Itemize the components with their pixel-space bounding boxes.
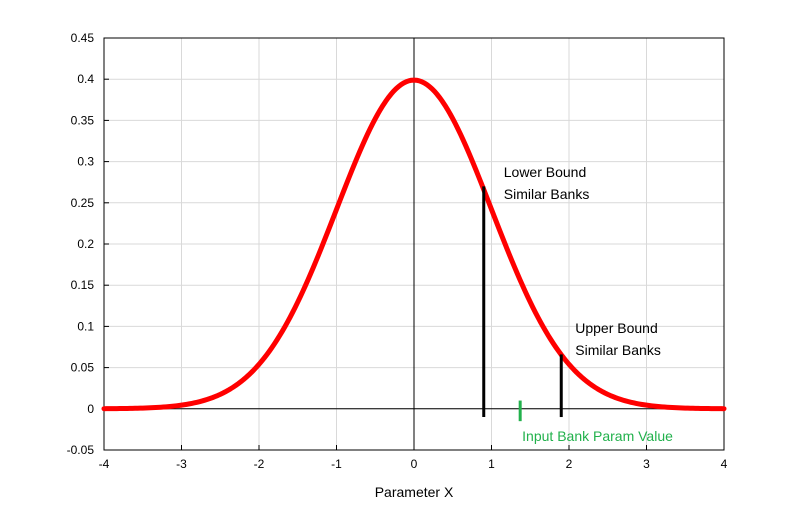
marker-label-2: Input Bank Param Value — [522, 428, 673, 444]
y-tick-label: 0.2 — [77, 237, 94, 251]
marker-label-1: Upper Bound — [575, 320, 658, 336]
x-axis-title: Parameter X — [375, 484, 454, 500]
y-tick-label: 0.15 — [71, 278, 95, 292]
x-tick-labels: -4 -3 -2 -1 0 1 2 3 4 — [99, 457, 728, 471]
y-tick-label: 0 — [87, 402, 94, 416]
x-tick-label: 3 — [643, 457, 650, 471]
y-tick-label: 0.4 — [77, 72, 94, 86]
marker-label-0: Similar Banks — [504, 186, 590, 202]
x-tick-label: -3 — [176, 457, 187, 471]
x-tick-label: 0 — [411, 457, 418, 471]
zero-lines — [104, 38, 724, 450]
x-tick-label: -1 — [331, 457, 342, 471]
x-tick-label: 1 — [488, 457, 495, 471]
y-tick-label: 0.3 — [77, 155, 94, 169]
y-tick-label: 0.35 — [71, 113, 95, 127]
y-tick-label: 0.1 — [77, 319, 94, 333]
y-tick-label: 0.45 — [71, 31, 95, 45]
x-tick-label: -2 — [254, 457, 265, 471]
markers: Lower Bound Similar Banks Upper Bound Simil… — [482, 164, 673, 444]
marker-label-0: Lower Bound — [504, 164, 587, 180]
x-tick-label: -4 — [99, 457, 110, 471]
y-tick-label: 0.25 — [71, 196, 95, 210]
y-tick-label: 0.05 — [71, 361, 95, 375]
x-tick-label: 4 — [721, 457, 728, 471]
x-tick-label: 2 — [566, 457, 573, 471]
marker-label-1: Similar Banks — [575, 342, 661, 358]
y-tick-label: -0.05 — [67, 443, 95, 457]
y-tick-labels: -0.05 0 0.05 0.1 0.15 0.2 0.25 0.3 0.35 0.4 0.45 — [67, 31, 95, 457]
